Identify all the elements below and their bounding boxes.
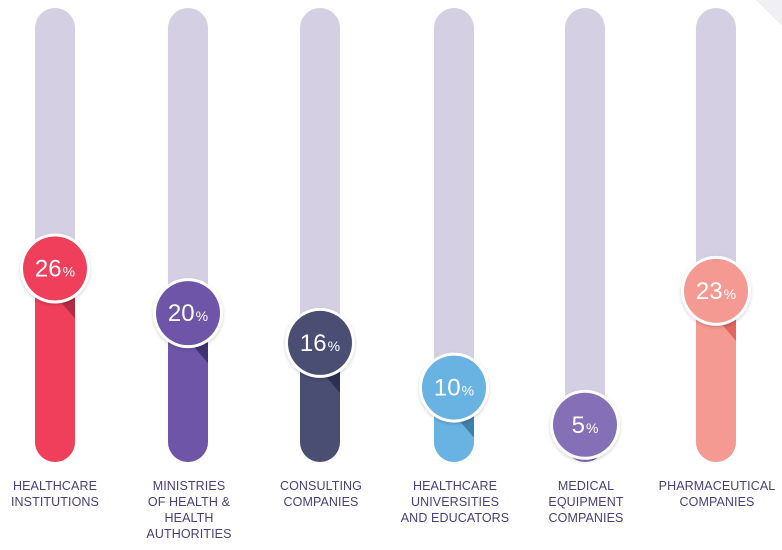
category-label-consulting-companies: CONSULTING COMPANIES [279, 479, 363, 509]
bar-group-4: 5% [550, 8, 620, 462]
bar-track [434, 8, 474, 462]
category-label-healthcare-institutions: HEALTHCARE INSTITUTIONS [10, 479, 99, 509]
value-circle [288, 310, 352, 375]
corner-fold-decoration [756, 0, 782, 26]
category-label-healthcare-universities: HEALTHCARE UNIVERSITIES AND EDUCATORS [400, 479, 510, 525]
category-label-medical-equipment: MEDICAL EQUIPMENT COMPANIES [548, 479, 624, 525]
category-label-pharmaceutical-companies: PHARMACEUTICAL COMPANIES [658, 479, 776, 509]
bar-group-1: 20% [153, 8, 223, 462]
value-circle [684, 258, 748, 323]
value-label: 5% [572, 412, 599, 439]
value-circle [156, 281, 220, 346]
value-circle [422, 355, 486, 420]
value-label: 26% [35, 255, 75, 282]
bar-group-2: 16% [285, 8, 355, 462]
value-circle [23, 236, 87, 301]
value-label: 16% [300, 330, 340, 357]
value-label: 10% [434, 375, 474, 402]
value-label: 20% [168, 300, 208, 327]
value-circle [553, 392, 617, 457]
bar-group-0: 26% [20, 8, 90, 462]
bar-group-5: 23% [681, 8, 751, 462]
bar-track [565, 8, 605, 462]
bar-group-3: 10% [419, 8, 489, 462]
category-label-ministries-of-health: MINISTRIES OF HEALTH & HEALTH AUTHORITIE… [146, 479, 232, 541]
value-label: 23% [696, 278, 736, 305]
